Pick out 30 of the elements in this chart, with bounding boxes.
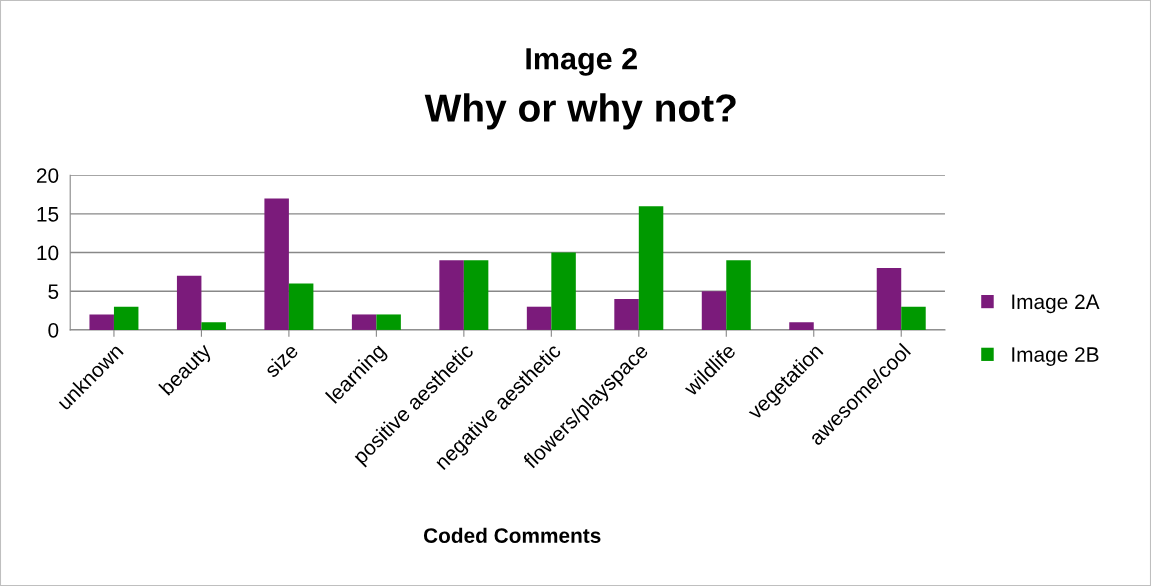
bar xyxy=(439,260,464,330)
y-tick-label: 15 xyxy=(37,207,59,222)
bar xyxy=(288,283,314,330)
legend-label: Image 2B xyxy=(1012,347,1099,367)
bar xyxy=(876,268,902,330)
x-axis-title: Coded Comments xyxy=(423,527,601,543)
bar xyxy=(614,298,639,330)
bar xyxy=(701,291,727,330)
bar xyxy=(264,198,289,330)
y-tick-label: 5 xyxy=(48,284,59,299)
bar xyxy=(89,314,114,330)
bar xyxy=(526,306,552,330)
bar xyxy=(113,306,139,330)
y-tick-label: 0 xyxy=(48,322,59,338)
bar xyxy=(351,314,377,330)
x-tick-label: size xyxy=(263,342,300,379)
y-tick-label: 10 xyxy=(37,245,59,261)
bar xyxy=(201,322,226,330)
y-tick-label: 20 xyxy=(36,168,59,183)
chart-subtitle: Why or why not? xyxy=(424,93,736,130)
legend-label: Image 2A xyxy=(1012,294,1100,314)
chart-title: Image 2 xyxy=(526,47,637,76)
bar xyxy=(901,306,926,330)
bar xyxy=(638,206,664,330)
bar xyxy=(726,260,751,330)
bar xyxy=(376,314,401,330)
bar xyxy=(463,260,489,330)
bar xyxy=(176,275,202,330)
bar xyxy=(789,322,814,330)
bar xyxy=(551,252,576,330)
